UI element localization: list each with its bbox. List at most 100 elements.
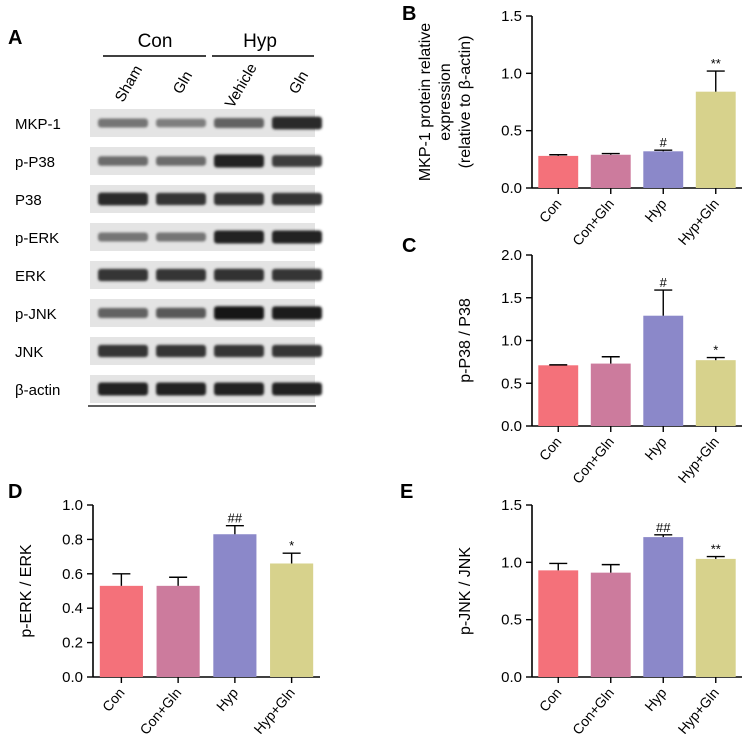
blot-row: p-JNK: [15, 299, 322, 327]
blot-band: [214, 344, 264, 358]
blot-row-label: ERK: [15, 268, 46, 285]
blot-band: [214, 154, 264, 168]
x-tick-label: Con: [536, 434, 565, 464]
y-axis-label: expression: [437, 63, 454, 140]
blot-band: [272, 230, 322, 244]
x-tick-label: Con+Gln: [136, 685, 184, 734]
blot-band: [272, 116, 322, 130]
y-tick-label: 1.0: [501, 554, 522, 571]
blot-band: [214, 268, 264, 282]
significance-mark: #: [660, 135, 668, 150]
y-tick-label: 1.0: [501, 333, 522, 350]
significance-mark: *: [713, 343, 718, 358]
group-label-hyp: Hyp: [243, 31, 277, 52]
y-tick-label: 0.2: [62, 635, 83, 652]
significance-mark: *: [289, 538, 294, 553]
x-tick-label: Hyp+Gln: [250, 685, 298, 734]
blot-band: [272, 306, 322, 320]
blot-band: [214, 382, 264, 396]
y-axis-label: p-P38 / P38: [457, 298, 474, 383]
chart-c-pp38: 0.0 0.5 1.0 1.5 2.0 p-P38 / P38 Con Con+Gln # Hyp…: [457, 247, 742, 487]
blot-band: [272, 382, 322, 396]
blot-row: ERK: [15, 261, 322, 289]
y-axis-label: p-JNK / JNK: [457, 547, 474, 635]
bar: [695, 91, 736, 188]
blot-band: [272, 155, 322, 167]
y-tick-label: 0.6: [62, 566, 83, 583]
blot-band: [156, 268, 206, 282]
blot-row-label: p-JNK: [15, 306, 57, 323]
blot-band: [156, 344, 206, 358]
blot-row: β-actin: [15, 375, 322, 403]
x-tick-label: Hyp+Gln: [675, 196, 723, 248]
blot-row: JNK: [15, 337, 322, 365]
y-tick-label: 2.0: [501, 247, 522, 264]
blot-band: [214, 230, 264, 244]
bar: [213, 534, 257, 677]
x-tick-label: Con: [536, 685, 565, 715]
lane-label-sham: Sham: [112, 63, 146, 105]
x-tick-label: Hyp: [641, 433, 669, 463]
blot-band: [98, 156, 148, 166]
blot-band: [98, 232, 148, 242]
bar: [695, 360, 736, 426]
panel-label-e: E: [400, 481, 413, 503]
bar: [590, 154, 631, 188]
blot-row-label: p-ERK: [15, 230, 59, 247]
lane-label-gln-con: Gln: [170, 68, 196, 97]
blot-row-label: β-actin: [15, 382, 60, 399]
chart-b-mkp1: 0.0 0.5 1.0 1.5 MKP-1 protein relative expres…: [417, 8, 742, 249]
bar: [270, 563, 314, 677]
y-tick-label: 1.0: [501, 65, 522, 82]
bar: [695, 558, 736, 677]
x-tick-label: Con+Gln: [569, 434, 617, 487]
blot-band: [98, 308, 148, 318]
bar: [643, 315, 684, 426]
x-tick-label: Con: [536, 196, 565, 226]
blot-band: [214, 192, 264, 206]
y-tick-label: 0.8: [62, 531, 83, 548]
panel-label-b: B: [402, 3, 416, 25]
panel-label-d: D: [8, 481, 22, 503]
blot-row-label: P38: [15, 192, 42, 209]
y-tick-label: 1.0: [62, 497, 83, 514]
y-tick-label: 0.5: [501, 612, 522, 629]
x-tick-label: Hyp: [641, 195, 669, 225]
blot-band: [98, 192, 148, 206]
western-blot-panel: A Con Hyp Sham Gln Vehicle Gln MKP-1 p-P3…: [8, 27, 322, 407]
blot-rows: MKP-1 p-P38 P38 p-ERK ERK p-JNK JNK β-actin: [15, 109, 322, 403]
y-tick-label: 1.5: [501, 290, 522, 307]
x-tick-label: Hyp: [213, 684, 241, 714]
bar: [538, 570, 579, 677]
blot-band: [98, 118, 148, 128]
blot-row: MKP-1: [15, 109, 322, 137]
significance-mark: **: [711, 542, 721, 557]
y-tick-label: 0.0: [62, 669, 83, 686]
significance-mark: ##: [656, 520, 671, 535]
y-axis-label: (relative to β-actin): [457, 36, 474, 169]
bar: [156, 585, 200, 677]
y-tick-label: 0.5: [501, 375, 522, 392]
significance-mark: **: [711, 56, 721, 71]
y-tick-label: 1.5: [501, 497, 522, 514]
blot-band: [156, 382, 206, 396]
blot-band: [214, 306, 264, 320]
x-tick-label: Hyp+Gln: [675, 685, 723, 734]
y-tick-label: 0.5: [501, 123, 522, 140]
blot-band: [156, 156, 206, 166]
bar: [99, 585, 143, 677]
group-label-con: Con: [138, 31, 173, 52]
x-tick-label: Con+Gln: [569, 685, 617, 734]
blot-row: p-P38: [15, 147, 322, 175]
lane-label-vehicle: Vehicle: [222, 61, 261, 111]
blot-band: [214, 118, 264, 128]
blot-band: [98, 268, 148, 282]
x-tick-label: Con+Gln: [569, 196, 617, 249]
significance-mark: ##: [228, 511, 243, 526]
bar: [538, 155, 579, 188]
y-axis-label: MKP-1 protein relative: [417, 23, 434, 181]
blot-band: [98, 382, 148, 396]
y-tick-label: 0.0: [501, 180, 522, 197]
blot-band: [156, 118, 206, 128]
